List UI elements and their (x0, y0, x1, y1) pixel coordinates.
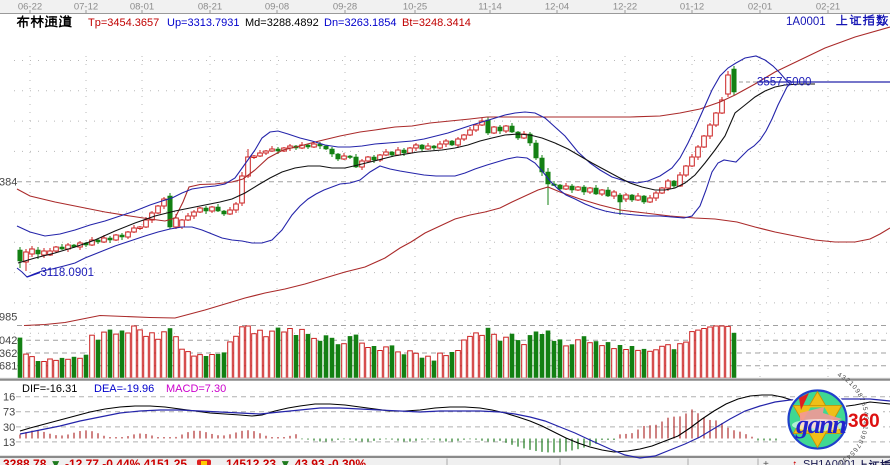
svg-text:SH1A0001: SH1A0001 (803, 459, 856, 465)
svg-text:13: 13 (3, 437, 15, 449)
svg-text:985: 985 (0, 312, 17, 324)
svg-text:1A0001: 1A0001 (786, 16, 826, 28)
svg-text:360: 360 (848, 411, 880, 432)
svg-text:06-22: 06-22 (18, 2, 42, 13)
svg-text:+: + (763, 459, 769, 465)
svg-text:Up=3313.7931: Up=3313.7931 (167, 17, 239, 29)
svg-text:01-12: 01-12 (680, 2, 704, 13)
svg-text:3288.78 ▼ -12.77 -0.44% 4151: 3288.78 ▼ -12.77 -0.44% 4151.25 (3, 457, 187, 465)
svg-text:12-22: 12-22 (613, 2, 637, 13)
svg-text:07-12: 07-12 (74, 2, 98, 13)
svg-text:362: 362 (0, 348, 17, 360)
svg-text:02-01: 02-01 (748, 2, 772, 13)
svg-text:DIF=-16.31: DIF=-16.31 (22, 383, 77, 395)
svg-text:↑: ↑ (792, 459, 798, 465)
svg-text:gann: gann (795, 410, 846, 439)
svg-text:MACD=7.30: MACD=7.30 (166, 383, 226, 395)
svg-text:3118.0901: 3118.0901 (41, 267, 95, 279)
svg-text:Tp=3454.3657: Tp=3454.3657 (88, 17, 159, 29)
svg-text:10-25: 10-25 (403, 2, 427, 13)
svg-text:09-08: 09-08 (265, 2, 289, 13)
svg-text:08-01: 08-01 (130, 2, 154, 13)
svg-text:11-14: 11-14 (478, 2, 502, 13)
svg-text:042: 042 (0, 335, 17, 347)
svg-text:02-21: 02-21 (816, 2, 840, 13)
svg-text:Dn=3263.1854: Dn=3263.1854 (324, 17, 396, 29)
svg-text:384: 384 (0, 177, 17, 189)
svg-text:14512.23 ▼ 43.93 -0.30%: 14512.23 ▼ 43.93 -0.30% (226, 457, 366, 465)
svg-text:Md=3288.4892: Md=3288.4892 (245, 17, 319, 29)
svg-text:30: 30 (3, 422, 15, 434)
svg-text:73: 73 (3, 407, 15, 419)
svg-text:16: 16 (3, 392, 15, 404)
svg-text:3557.5000: 3557.5000 (757, 77, 811, 89)
svg-text:09-28: 09-28 (333, 2, 357, 13)
svg-text:12-04: 12-04 (545, 2, 569, 13)
svg-text:681: 681 (0, 361, 17, 373)
svg-text:DEA=-19.96: DEA=-19.96 (94, 383, 154, 395)
svg-text:Bt=3248.3414: Bt=3248.3414 (402, 17, 471, 29)
svg-text:08-21: 08-21 (198, 2, 222, 13)
